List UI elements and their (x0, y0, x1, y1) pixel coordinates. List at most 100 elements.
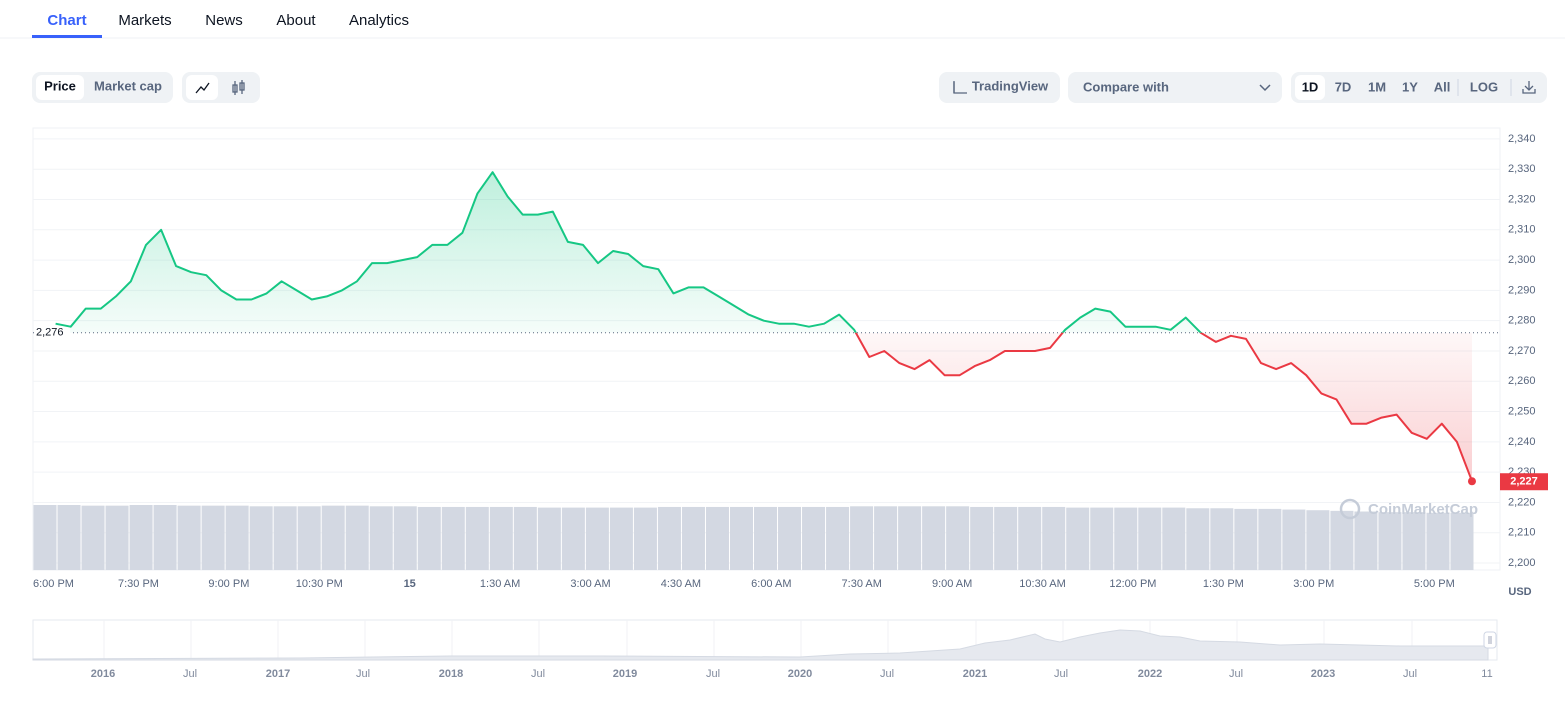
area-up (55, 172, 1472, 333)
navigator-area (32, 629, 1489, 661)
x-tick-label: 9:00 AM (932, 578, 972, 590)
volume-bar (922, 506, 946, 570)
volume-bar (1330, 510, 1354, 570)
tab[interactable]: Analytics (349, 12, 409, 29)
volume-bar (1426, 512, 1450, 570)
range-group (1291, 72, 1547, 103)
x-tick-label: 10:30 PM (296, 578, 343, 590)
volume-bar (81, 505, 105, 570)
y-tick-label: 2,320 (1508, 193, 1536, 205)
y-tick-label: 2,250 (1508, 405, 1536, 417)
compare-select[interactable] (1068, 72, 1282, 103)
plot-area: 2,2002,2102,2202,2302,2402,2502,2602,270… (32, 127, 1548, 590)
volume-bar (33, 505, 57, 570)
volume-bar (345, 505, 369, 570)
volume-bar (441, 506, 465, 570)
tv-icon (953, 81, 967, 94)
navigator-handle[interactable] (1483, 631, 1497, 649)
log-button[interactable]: LOG (1470, 79, 1498, 94)
selected-pill (1295, 75, 1325, 100)
tradingview-label: TradingView (972, 78, 1049, 93)
x-tick-label: 6:00 AM (751, 578, 791, 590)
candle-icon[interactable] (232, 80, 245, 95)
x-tick-label: 9:00 PM (208, 578, 249, 590)
compare-label: Compare with (1083, 79, 1169, 94)
tab[interactable]: Markets (118, 12, 171, 29)
volume-bar (754, 506, 778, 570)
volume-bar (1402, 512, 1426, 570)
navigator-label: 2018 (439, 668, 463, 680)
last-price-badge (1500, 473, 1548, 491)
navigator-label: Jul (1054, 668, 1068, 680)
volume-bar (393, 506, 417, 570)
range-button[interactable]: 7D (1335, 79, 1352, 94)
navigator-label: Jul (706, 668, 720, 680)
price-line-up (55, 171, 1203, 333)
price-button[interactable]: Price (44, 78, 76, 93)
volume-bar (970, 506, 994, 570)
navigator-label: 11 (1481, 668, 1492, 680)
y-tick-label: 2,340 (1508, 133, 1536, 145)
volume-bar (1066, 507, 1090, 570)
volume-bar (1306, 510, 1330, 570)
watermark-logo (1339, 498, 1361, 520)
volume-bar (1138, 507, 1162, 570)
volume-bar (778, 506, 802, 570)
tab[interactable]: Chart (47, 12, 86, 29)
navigator-label: Jul (531, 668, 545, 680)
volume-bar (657, 506, 681, 570)
navigator: 2016 Jul 2017 Jul 2018 Jul 2019 Jul 2020… (32, 619, 1498, 680)
y-tick-label: 2,270 (1508, 345, 1536, 357)
volume-bar (1378, 512, 1402, 570)
tab[interactable]: News (205, 12, 243, 29)
volume-bar (513, 506, 537, 570)
volume-bar (153, 505, 177, 570)
tradingview-button[interactable] (939, 72, 1060, 103)
navigator-label: 2021 (963, 668, 987, 680)
volume-bar (1186, 508, 1210, 570)
market-cap-button[interactable]: Market cap (94, 78, 162, 93)
watermark: CoinMarketCap (1368, 501, 1478, 518)
range-button[interactable]: 1Y (1402, 79, 1418, 94)
area-down (855, 332, 1472, 482)
reference-label: 2,276 (36, 327, 64, 339)
navigator-label: 2022 (1138, 668, 1162, 680)
y-tick-label: 2,260 (1508, 375, 1536, 387)
y-tick-label: 2,310 (1508, 224, 1536, 236)
chevron (1259, 84, 1271, 92)
volume-bar (1450, 512, 1474, 570)
navigator-label: Jul (1403, 668, 1417, 680)
x-tick-label: 3:00 PM (1293, 578, 1334, 590)
volume-bar (1114, 507, 1138, 570)
tab[interactable]: About (276, 12, 316, 29)
volume-bar (1354, 511, 1378, 570)
x-tick-label: 5:00 PM (1414, 578, 1455, 590)
range-button[interactable]: 1M (1368, 79, 1386, 94)
volume-bar (1090, 507, 1114, 570)
y-tick-label: 2,240 (1508, 436, 1536, 448)
navigator-label: Jul (1229, 668, 1243, 680)
range-button[interactable]: All (1434, 79, 1451, 94)
navigator-label: 2019 (613, 668, 637, 680)
volume-bar (561, 507, 585, 570)
navigator-label: 2016 (91, 668, 115, 680)
x-tick-label: 15 (404, 578, 416, 590)
x-tick-label: 3:00 AM (570, 578, 610, 590)
volume-bar (201, 505, 225, 570)
volume-bar (1210, 508, 1234, 570)
volume-bar (1234, 508, 1258, 570)
volume-bar (729, 506, 753, 570)
volume-bar (369, 506, 393, 570)
volume-bar (225, 505, 249, 570)
navigator-label: Jul (183, 668, 197, 680)
x-tick-label: 12:00 PM (1109, 578, 1156, 590)
range-button[interactable]: 1D (1302, 79, 1319, 94)
x-tick-label: 6:00 PM (33, 578, 74, 590)
y-tick-label: 2,210 (1508, 527, 1536, 539)
price-line-down (854, 332, 1473, 482)
download-button[interactable] (1522, 81, 1536, 94)
volume-bar (537, 507, 561, 570)
volume-bar (273, 506, 297, 570)
volume-bar (609, 507, 633, 570)
volume-bar (465, 506, 489, 570)
